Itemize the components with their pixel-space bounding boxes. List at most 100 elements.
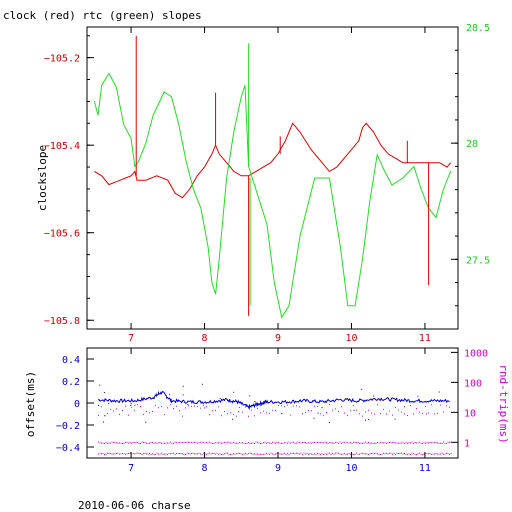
- rtt-point: [104, 443, 105, 444]
- rtt-point: [141, 454, 143, 455]
- rtt-point: [183, 453, 185, 455]
- rtt-point: [284, 406, 285, 408]
- rtt-point: [242, 411, 243, 413]
- rtt-point: [396, 452, 398, 454]
- rtt-point: [443, 453, 444, 455]
- rtt-point: [366, 453, 368, 455]
- rtt-point: [116, 453, 117, 454]
- rtt-point: [411, 452, 413, 454]
- rtt-point: [317, 452, 318, 454]
- rtt-point: [303, 442, 305, 443]
- rtt-point: [303, 452, 305, 454]
- rtt-point: [371, 412, 372, 414]
- rtt-point: [299, 441, 300, 443]
- rtt-point: [239, 442, 240, 444]
- rtt-point: [402, 441, 404, 443]
- rtt-point: [158, 442, 159, 444]
- rtt-point: [155, 453, 156, 455]
- rtt-point: [423, 453, 425, 455]
- rtt-point: [227, 441, 228, 443]
- rtt-point: [140, 443, 141, 444]
- rtt-point: [405, 442, 407, 444]
- bottom-x-tick-label: 8: [202, 463, 208, 474]
- rtt-point: [273, 441, 275, 443]
- rtt-point: [182, 442, 183, 444]
- rtt-point: [144, 452, 146, 454]
- rtt-point: [362, 442, 363, 444]
- rtt-point: [224, 441, 225, 443]
- rtt-point: [444, 453, 446, 455]
- rtt-point: [113, 453, 114, 455]
- rtt-point: [99, 452, 101, 454]
- rtt-point: [182, 453, 183, 455]
- rtt-point: [155, 404, 156, 406]
- bottom-x-tick-label: 11: [419, 463, 431, 474]
- offset-outlier-point: [182, 385, 184, 387]
- rtt-point: [440, 404, 441, 406]
- rtt-point: [380, 453, 381, 455]
- rtt-point: [395, 406, 396, 408]
- top-x-tick-label: 11: [419, 333, 431, 344]
- rtt-point: [387, 442, 389, 444]
- rtt-point: [278, 404, 279, 406]
- rtt-point: [447, 453, 449, 455]
- rtt-point: [150, 441, 152, 443]
- rtt-point: [156, 442, 158, 444]
- rtt-point: [261, 453, 263, 455]
- rtt-point: [414, 453, 416, 455]
- rtt-point: [240, 453, 242, 455]
- rtt-point: [179, 452, 180, 454]
- rtt-point: [180, 441, 182, 443]
- rtt-point: [291, 441, 293, 443]
- rtt-point: [218, 442, 219, 444]
- rtt-point: [119, 453, 120, 455]
- rtt-point: [392, 414, 393, 416]
- rtt-point: [356, 452, 357, 454]
- rtt-point: [431, 442, 432, 444]
- rtt-point: [147, 443, 149, 445]
- rtt-point: [131, 406, 132, 408]
- rtt-point: [183, 441, 185, 443]
- rtt-point: [158, 407, 159, 409]
- rtt-point: [230, 442, 231, 444]
- rtt-point: [99, 442, 101, 444]
- rtt-point: [128, 452, 129, 454]
- rtt-point: [231, 453, 233, 455]
- top-y-axis-label: clockslope: [36, 145, 49, 211]
- rtt-point: [110, 442, 111, 444]
- rtt-point: [311, 442, 312, 444]
- rtt-point: [233, 453, 234, 455]
- bottom-y-tick-label: −0.2: [56, 421, 80, 432]
- rtt-point: [167, 407, 168, 409]
- offset-outlier-point: [249, 395, 251, 397]
- rtt-point: [240, 442, 242, 444]
- rtt-point: [152, 411, 153, 412]
- top-y-tick-label: −105.2: [44, 54, 80, 65]
- top-series-group: [93, 35, 452, 319]
- top-x-tick-label: 8: [202, 333, 208, 344]
- rtt-point: [420, 453, 422, 455]
- rtt-point: [200, 407, 201, 409]
- rtt-point: [257, 441, 258, 443]
- rtt-point: [98, 441, 99, 443]
- rtt-point: [419, 441, 420, 443]
- rtt-point: [389, 452, 390, 454]
- rtt-point: [210, 442, 212, 444]
- rtt-point: [249, 452, 251, 454]
- rtt-point: [257, 453, 258, 455]
- top-y-tick-label: −105.8: [44, 316, 80, 327]
- rtt-point: [372, 452, 374, 454]
- rtt-point: [269, 413, 270, 415]
- rtt-point: [347, 442, 348, 444]
- rtt-point: [345, 441, 347, 443]
- rtt-point: [359, 442, 360, 444]
- rtt-point: [407, 442, 408, 444]
- rtt-point: [236, 453, 237, 455]
- rtt-point: [378, 453, 380, 455]
- rtt-point: [374, 442, 375, 444]
- rtt-point: [312, 453, 314, 455]
- rtt-point: [107, 413, 108, 415]
- rtt-point: [108, 442, 110, 444]
- rtt-point: [248, 442, 249, 444]
